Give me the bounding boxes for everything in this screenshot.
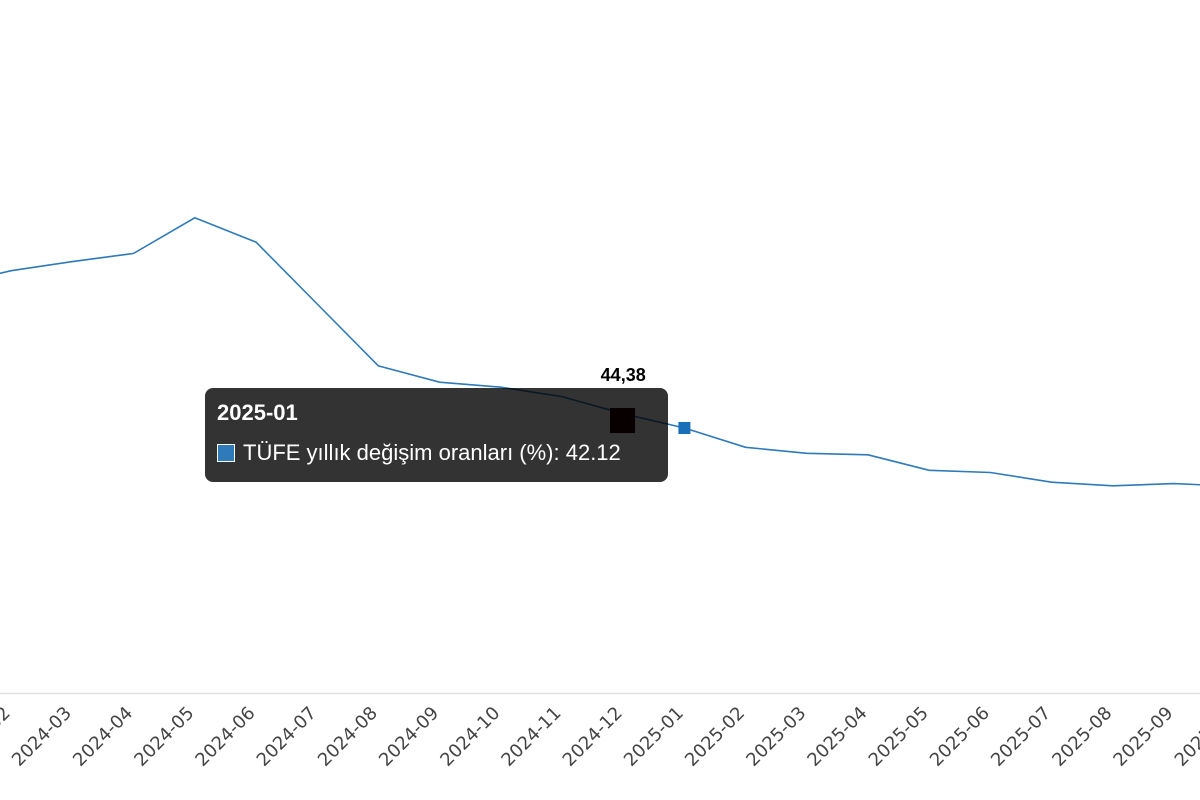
x-tick-label: 2025-10 <box>1171 703 1200 771</box>
x-tick-label: 2025-09 <box>1109 703 1177 771</box>
x-tick-label: 2024-05 <box>130 703 198 771</box>
x-tick-label: 2024-12 <box>559 703 627 771</box>
x-tick-label: 2024-03 <box>8 703 76 771</box>
x-tick-label: 2025-02 <box>681 703 749 771</box>
x-tick-label: 2024-07 <box>253 703 321 771</box>
tooltip-series-swatch <box>217 444 235 462</box>
x-tick-label: 2025-07 <box>987 703 1055 771</box>
x-tick-label: 2024-10 <box>436 703 504 771</box>
x-tick-label: 2025-04 <box>803 703 871 771</box>
chart-tooltip: 2025-01 TÜFE yıllık değişim oranları (%)… <box>205 388 668 482</box>
x-tick-label: 2025-08 <box>1048 703 1116 771</box>
active-data-point[interactable] <box>678 422 691 434</box>
x-tick-label: 2024-04 <box>69 703 137 771</box>
x-tick-label: 2024-09 <box>375 703 443 771</box>
tooltip-title: 2025-01 <box>217 400 298 425</box>
x-tick-label: 2024-06 <box>191 703 259 771</box>
x-tick-label: 2024-11 <box>497 703 565 771</box>
x-tick-label: 2025-03 <box>742 703 810 771</box>
x-tick-label: 2024-08 <box>314 703 382 771</box>
annotation-layer: 44,38 <box>601 365 646 385</box>
x-tick-label: 2025-01 <box>620 703 688 771</box>
x-axis-ticks: 2024-022024-032024-042024-052024-062024-… <box>0 703 1200 771</box>
tooltip-row: TÜFE yıllık değişim oranları (%): 42.12 <box>217 440 656 466</box>
data-label: 44,38 <box>601 365 646 385</box>
x-tick-label: 2025-05 <box>865 703 933 771</box>
tooltip-text: TÜFE yıllık değişim oranları (%): 42.12 <box>243 440 621 465</box>
x-tick-label: 2025-06 <box>926 703 994 771</box>
